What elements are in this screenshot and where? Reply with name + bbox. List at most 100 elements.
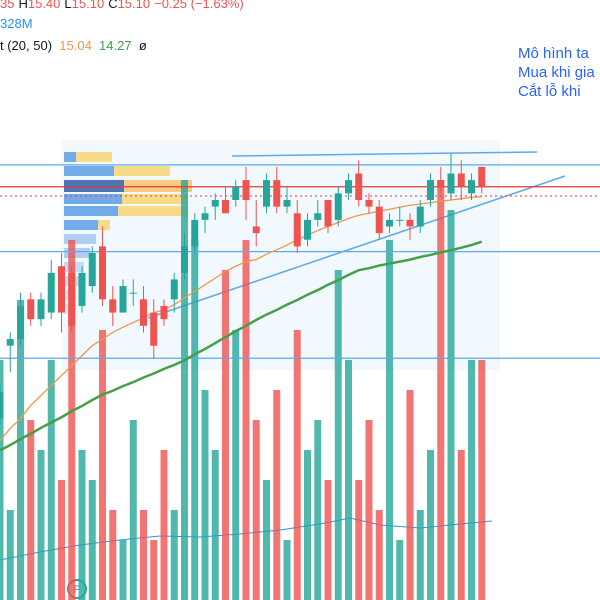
candle-body xyxy=(78,272,86,306)
volume-bars xyxy=(0,180,486,600)
candle-body xyxy=(27,299,35,320)
volume-bar xyxy=(88,480,96,600)
note-line: Mô hình ta xyxy=(518,45,589,62)
volume-bar xyxy=(427,450,434,600)
volume-bar xyxy=(129,420,137,600)
volume-bar xyxy=(0,360,4,600)
volume-bar xyxy=(396,540,404,600)
candle-body xyxy=(6,339,14,346)
volume-bar xyxy=(252,420,260,600)
candle-body xyxy=(273,180,281,207)
ohlc-value: 15.10 xyxy=(71,0,105,11)
candle-body xyxy=(293,213,301,247)
candle-body xyxy=(119,286,127,313)
volume-bar xyxy=(273,390,281,600)
candle-body xyxy=(37,299,45,320)
candle-body xyxy=(345,180,352,194)
volume-bar xyxy=(58,480,65,600)
volume-bar xyxy=(324,480,332,600)
volume-bar xyxy=(283,540,291,600)
candle-body xyxy=(355,173,363,200)
candle-body xyxy=(437,180,445,187)
volume-bar xyxy=(437,180,445,600)
candle-body xyxy=(17,305,24,340)
candle-body xyxy=(222,200,229,214)
volume-bar xyxy=(191,240,199,600)
candle-body xyxy=(314,213,322,220)
volume-bar xyxy=(150,540,158,600)
ohlc-value: −0.25 (−1.63%) xyxy=(154,0,244,11)
volume-bar xyxy=(232,330,240,600)
candle-body xyxy=(447,173,455,194)
ohlc-key: L xyxy=(64,0,72,11)
candle-body xyxy=(324,200,332,227)
ma-legend: t (20, 50) 15.04 14.27 ø xyxy=(0,38,147,53)
ohlc-legend: 35 H15.40 L15.10 C15.10 −0.25 (−1.63%) xyxy=(0,0,248,11)
volume-bar xyxy=(304,450,311,600)
volume-bar xyxy=(416,510,424,600)
candle-body xyxy=(457,173,465,187)
candle-body xyxy=(68,272,76,326)
moving-average xyxy=(0,196,482,441)
candle-body xyxy=(365,200,373,207)
candle-body xyxy=(468,180,475,194)
candle-body xyxy=(99,246,106,300)
annotation: Mô hình ta Mua khi gia Cắt lỗ khi xyxy=(518,44,595,101)
volume-bar xyxy=(170,510,178,600)
volume-bar xyxy=(17,300,24,600)
ohlc-key: C xyxy=(108,0,118,11)
candle-body xyxy=(252,226,260,234)
ohlc-value: 15.10 xyxy=(117,0,151,11)
volume-bar xyxy=(457,450,465,600)
trendline xyxy=(147,175,566,319)
note-line: Mua khi gia xyxy=(518,64,595,81)
candle-body xyxy=(170,279,178,300)
candle-body xyxy=(242,180,250,200)
volume-bar xyxy=(109,510,117,600)
volume-bar xyxy=(78,450,86,600)
volume-bar xyxy=(222,270,229,600)
candle-body xyxy=(334,193,342,220)
candle-body xyxy=(181,246,188,273)
candle-body xyxy=(375,206,383,234)
candle-body xyxy=(283,200,291,207)
candle-body xyxy=(150,312,158,346)
volume-bar xyxy=(99,330,106,600)
note-line: Cắt lỗ khi xyxy=(518,83,581,100)
candle-body xyxy=(396,219,404,221)
candle-body xyxy=(47,272,55,313)
ma-icon: ø xyxy=(138,38,147,53)
volume-bar xyxy=(47,360,55,600)
candle-body xyxy=(406,219,414,227)
candle-body xyxy=(232,186,240,200)
volume-bar xyxy=(447,210,455,600)
volume-bar xyxy=(6,510,14,600)
volume-bar xyxy=(68,240,76,600)
volume-bar xyxy=(345,360,352,600)
candle-body xyxy=(109,299,117,313)
volume-bar xyxy=(468,360,475,600)
candle-body xyxy=(58,266,65,313)
volume-bar xyxy=(27,420,35,600)
moving-average xyxy=(0,240,483,452)
volume-bar xyxy=(37,450,45,600)
candle-body xyxy=(416,206,424,227)
ma-name: t (20, 50) xyxy=(0,38,53,53)
candle-body xyxy=(201,213,209,220)
ohlc-key: H xyxy=(18,0,28,11)
volume-bar xyxy=(160,450,168,600)
volume-bar xyxy=(478,360,486,600)
volume-bar xyxy=(181,180,188,600)
volume-bar xyxy=(365,420,373,600)
volume-bar xyxy=(293,330,301,600)
volume-bar xyxy=(242,240,250,600)
event-label: F xyxy=(74,584,81,596)
candle-body xyxy=(386,219,393,227)
volume-bar xyxy=(119,540,127,600)
candles xyxy=(0,153,486,426)
volume-bar xyxy=(355,480,363,600)
candle-body xyxy=(304,219,311,240)
candle-body xyxy=(191,219,199,247)
